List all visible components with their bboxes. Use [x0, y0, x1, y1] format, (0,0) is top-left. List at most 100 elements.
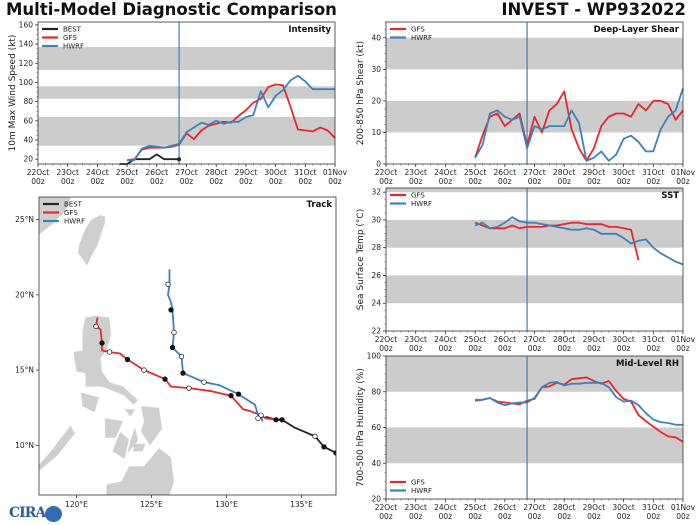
- y-tick-label: 30: [371, 215, 381, 224]
- legend-label-hwrf: HWRF: [63, 43, 84, 51]
- track-marker-open: [171, 329, 177, 336]
- x-tick-label-date: 23Oct: [404, 168, 427, 177]
- x-tick-label-date: 27Oct: [523, 335, 546, 344]
- x-tick-label-date: 30Oct: [612, 168, 635, 177]
- y-tick-label: 30: [371, 65, 381, 74]
- track-marker-filled: [273, 417, 279, 423]
- x-tick-label-hour: 00z: [180, 177, 194, 186]
- shading-band: [386, 37, 683, 70]
- x-tick-label-hour: 00z: [587, 512, 601, 521]
- track-marker-filled: [279, 417, 285, 423]
- x-tick-label-date: 30Oct: [612, 503, 635, 512]
- land-negros: [112, 431, 130, 460]
- legend-label-best: BEST: [63, 26, 82, 34]
- x-tick-label-date: 24Oct: [434, 335, 457, 344]
- y-axis-label: 10m Max Wind Speed (kt): [8, 35, 18, 152]
- x-tick-label-date: 31Oct: [642, 168, 665, 177]
- x-tick-label-hour: 00z: [439, 344, 453, 353]
- shading-band: [386, 219, 683, 248]
- shading-band: [38, 86, 335, 99]
- track-marker-open: [93, 323, 99, 330]
- lat-tick-label: 10°N: [15, 441, 34, 450]
- x-tick-label-date: 30Oct: [264, 168, 287, 177]
- legend-label-hwrf: HWRF: [411, 487, 432, 495]
- panel-track: 120°E 125°E 130°E 135°E 10°N 15°N 20°N 25°N Trac…: [15, 196, 337, 509]
- x-tick-label-date: 29Oct: [583, 168, 606, 177]
- y-axis-label: 700-500 hPa Humidity (%): [356, 368, 366, 487]
- x-tick-label-hour: 00z: [647, 344, 661, 353]
- x-tick-label-hour: 00z: [647, 512, 661, 521]
- x-tick-label-date: 27Oct: [175, 168, 198, 177]
- series-hwrf-line: [474, 88, 684, 162]
- x-tick-label-date: 25Oct: [464, 168, 487, 177]
- x-tick-label-date: 31Oct: [642, 335, 665, 344]
- land-masses: [39, 197, 175, 495]
- track-marker-open: [141, 367, 147, 373]
- panel-title: Intensity: [288, 25, 331, 35]
- legend-label-best: BEST: [64, 201, 83, 209]
- x-tick-label-hour: 00z: [676, 512, 690, 521]
- track-marker-open: [186, 385, 192, 391]
- x-tick-label-hour: 00z: [676, 177, 690, 186]
- shading-band: [386, 275, 683, 304]
- x-tick-label-hour: 00z: [468, 512, 482, 521]
- y-tick-label: 26: [371, 271, 381, 280]
- cira-logo: CIRA: [5, 505, 67, 523]
- x-tick-label-date: 27Oct: [523, 168, 546, 177]
- x-tick-label-hour: 00z: [239, 177, 253, 186]
- x-tick-label-date: 31Oct: [294, 168, 317, 177]
- x-tick-label-hour: 00z: [209, 177, 223, 186]
- shading-band: [386, 188, 683, 193]
- x-tick-label-hour: 00z: [587, 177, 601, 186]
- land-mindanao: [106, 448, 175, 495]
- x-tick-label-hour: 00z: [468, 177, 482, 186]
- y-tick-label: 120: [19, 59, 34, 68]
- legend-label-gfs: GFS: [411, 479, 425, 487]
- y-tick-label: 20: [23, 155, 33, 164]
- x-tick-label-date: 26Oct: [494, 335, 517, 344]
- lon-tick-label: 130°E: [215, 500, 238, 509]
- x-tick-label-hour: 00z: [379, 344, 393, 353]
- x-tick-label-hour: 00z: [498, 512, 512, 521]
- x-tick-label-date: 24Oct: [86, 168, 109, 177]
- track-marker-filled: [321, 444, 327, 450]
- x-tick-label-date: 29Oct: [583, 335, 606, 344]
- track-marker-filled: [99, 340, 105, 346]
- track-marker-open: [178, 353, 185, 360]
- y-tick-label: 100: [367, 352, 382, 361]
- map-frame: [38, 196, 337, 496]
- x-tick-label-date: 25Oct: [116, 168, 139, 177]
- track-marker-open: [106, 349, 113, 355]
- x-tick-label-date: 28Oct: [553, 335, 576, 344]
- track-marker-filled: [124, 356, 131, 363]
- land-cebu: [127, 426, 139, 454]
- x-tick-label-hour: 00z: [528, 512, 542, 521]
- x-tick-label-hour: 00z: [676, 344, 690, 353]
- x-tick-label-date: 29Oct: [235, 168, 258, 177]
- x-tick-label-hour: 00z: [557, 344, 571, 353]
- x-tick-label-hour: 00z: [150, 177, 164, 186]
- series-hwrf-line: [475, 380, 683, 426]
- x-tick-label-hour: 00z: [498, 344, 512, 353]
- legend-label-hwrf: HWRF: [411, 200, 432, 208]
- series-gfs-line: [474, 90, 684, 162]
- y-tick-label: 40: [371, 33, 381, 42]
- lat-tick-label: 25°N: [15, 215, 34, 224]
- x-tick-label-date: 28Oct: [553, 168, 576, 177]
- x-tick-label-hour: 00z: [31, 177, 45, 186]
- panel-title: SST: [661, 191, 679, 201]
- x-tick-label-date: 01Nov: [323, 168, 348, 177]
- x-tick-label-date: 23Oct: [404, 335, 427, 344]
- x-tick-label-date: 26Oct: [146, 168, 169, 177]
- x-tick-label-hour: 00z: [647, 177, 661, 186]
- series-hwrf-line: [474, 216, 684, 266]
- x-tick-label-hour: 00z: [379, 512, 393, 521]
- x-tick-label-date: 31Oct: [642, 503, 665, 512]
- y-tick-label: 20: [371, 96, 381, 105]
- x-tick-label-date: 28Oct: [553, 503, 576, 512]
- x-tick-label-hour: 00z: [557, 177, 571, 186]
- panel-intensity: 2040608010012014016022Oct00z23Oct00z24Oc…: [8, 20, 348, 186]
- legend-label-gfs: GFS: [411, 192, 425, 200]
- x-tick-label-date: 01Nov: [671, 503, 696, 512]
